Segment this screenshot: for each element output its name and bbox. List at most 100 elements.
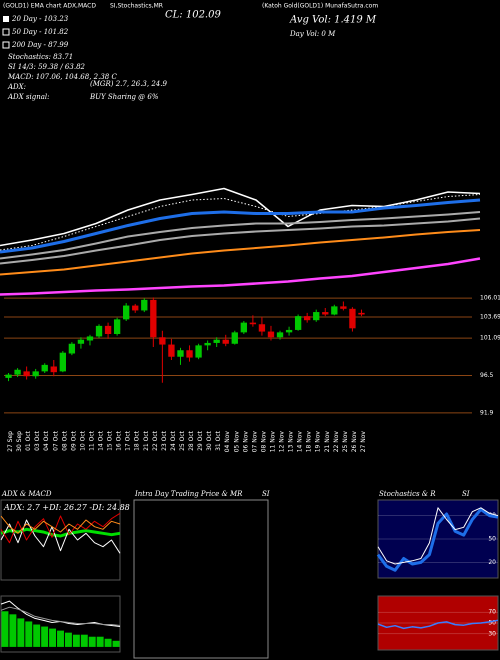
y-tick-label: 91.9 — [480, 409, 494, 416]
x-tick-label: 18 Oct — [134, 430, 141, 451]
panel-title: Stochastics & R — [379, 490, 436, 498]
histogram-bar — [57, 630, 64, 647]
candle-body — [322, 312, 329, 315]
candle-body — [159, 337, 166, 345]
legend-swatch — [3, 16, 9, 22]
candle-body — [313, 312, 320, 321]
series-line — [0, 512, 121, 544]
candle-body — [23, 371, 30, 377]
x-tick-label: 19 Nov — [315, 431, 322, 453]
candle-body — [258, 324, 266, 332]
series-line — [0, 519, 121, 554]
x-tick-label: 30 Sep — [16, 431, 23, 452]
panel-border — [0, 595, 121, 653]
panel-subtitle: ADX: 2.7 +DI: 26.27 -DI: 24.88 — [3, 503, 130, 512]
series-line — [0, 257, 481, 296]
x-tick-label: 22 Oct — [152, 430, 159, 451]
ema-label: 200 Day - 87.99 — [11, 41, 69, 49]
panel-title: Intra Day Trading Price & MR — [134, 490, 243, 498]
x-tick-label: 12 Nov — [279, 431, 286, 453]
series-line — [0, 198, 481, 254]
x-tick-label: 08 Nov — [260, 431, 267, 453]
x-tick-label: 28 Oct — [188, 430, 195, 451]
header-text: (Katoh Gold(GOLD1) MunafaSutra.com — [262, 3, 378, 10]
candle-body — [267, 331, 275, 338]
x-tick-label: 24 Oct — [170, 430, 177, 451]
series-line — [0, 606, 121, 626]
candle-body — [95, 325, 103, 337]
ema-label: 20 Day - 103.23 — [11, 15, 69, 23]
x-tick-label: 13 Nov — [288, 431, 295, 453]
candle-body — [150, 299, 157, 338]
day-volume: Day Vol: 0 M — [289, 30, 336, 38]
x-tick-label: 23 Oct — [161, 430, 168, 451]
avg-volume: Avg Vol: 1.419 M — [289, 15, 377, 26]
x-tick-label: 11 Oct — [88, 430, 95, 451]
x-tick-label: 09 Oct — [70, 430, 77, 451]
x-tick-label: 07 Nov — [251, 431, 258, 453]
histogram-bar — [64, 632, 72, 647]
y-tick-label: 103.69 — [480, 314, 500, 321]
x-tick-label: 15 Oct — [107, 430, 114, 451]
indicator-label: ADX signal: — [7, 93, 49, 101]
x-tick-label: 22 Nov — [333, 431, 340, 453]
indicator-label: ADX: — [7, 83, 26, 91]
x-tick-label: 14 Nov — [297, 431, 304, 453]
y-tick-label: 70 — [488, 609, 496, 616]
series-line — [0, 229, 481, 276]
candle-body — [32, 371, 39, 377]
candle-body — [113, 319, 121, 334]
x-tick-label: 10 Oct — [79, 430, 86, 451]
candle-body — [50, 366, 57, 373]
candle-body — [358, 312, 365, 315]
x-tick-label: 18 Nov — [306, 431, 313, 453]
x-tick-label: 26 Nov — [351, 431, 358, 453]
candle-body — [104, 325, 112, 334]
candle-body — [141, 299, 148, 311]
x-tick-label: 16 Oct — [116, 430, 123, 451]
candle-body — [86, 336, 94, 341]
candle-body — [195, 345, 202, 358]
histogram-bar — [1, 611, 9, 647]
x-tick-label: 03 Oct — [34, 430, 41, 451]
candle-body — [222, 339, 229, 344]
histogram-bar — [80, 634, 88, 647]
close-price: CL: 102.09 — [165, 10, 221, 21]
y-tick-label: 106.01 — [480, 295, 500, 302]
candle-body — [14, 369, 21, 375]
y-tick-label: 50 — [488, 536, 496, 543]
candle-body — [186, 350, 193, 358]
histogram-bar — [104, 638, 112, 647]
series-line — [377, 619, 499, 630]
x-tick-label: 04 Nov — [224, 431, 231, 453]
candle-body — [240, 322, 247, 333]
x-tick-label: 07 Oct — [52, 430, 59, 451]
histogram-bar — [72, 634, 80, 647]
y-tick-label: 20 — [488, 559, 496, 566]
y-tick-label: 96.5 — [480, 372, 494, 379]
panel-title: SI — [462, 490, 470, 498]
x-tick-label: 08 Oct — [61, 430, 68, 451]
series-line — [0, 211, 481, 260]
histogram-bar — [112, 640, 120, 647]
x-tick-label: 11 Nov — [269, 431, 276, 453]
y-tick-label: 101.09 — [480, 335, 500, 342]
histogram-bar — [49, 628, 57, 647]
indicator-label: BUY Sharing @ 6% — [89, 93, 159, 101]
candle-body — [132, 305, 139, 311]
candle-body — [204, 342, 211, 346]
indicator-label: SI 14/3: 59.38 / 63.82 — [8, 63, 86, 71]
histogram-bar — [96, 636, 104, 647]
x-tick-label: 25 Nov — [342, 431, 349, 453]
candle-body — [304, 316, 311, 321]
candle-body — [349, 308, 356, 329]
histogram-bar — [25, 621, 33, 647]
x-tick-label: 25 Oct — [179, 430, 186, 451]
x-tick-label: 05 Nov — [233, 431, 240, 453]
indicator-label: (MGR) 2.7, 26.3, 24.9 — [90, 80, 167, 88]
header-text: (GOLD1) EMA chart ADX,MACD — [3, 3, 96, 10]
candle-body — [123, 305, 130, 320]
series-line — [376, 507, 499, 572]
panel-title: ADX & MACD — [1, 490, 52, 498]
